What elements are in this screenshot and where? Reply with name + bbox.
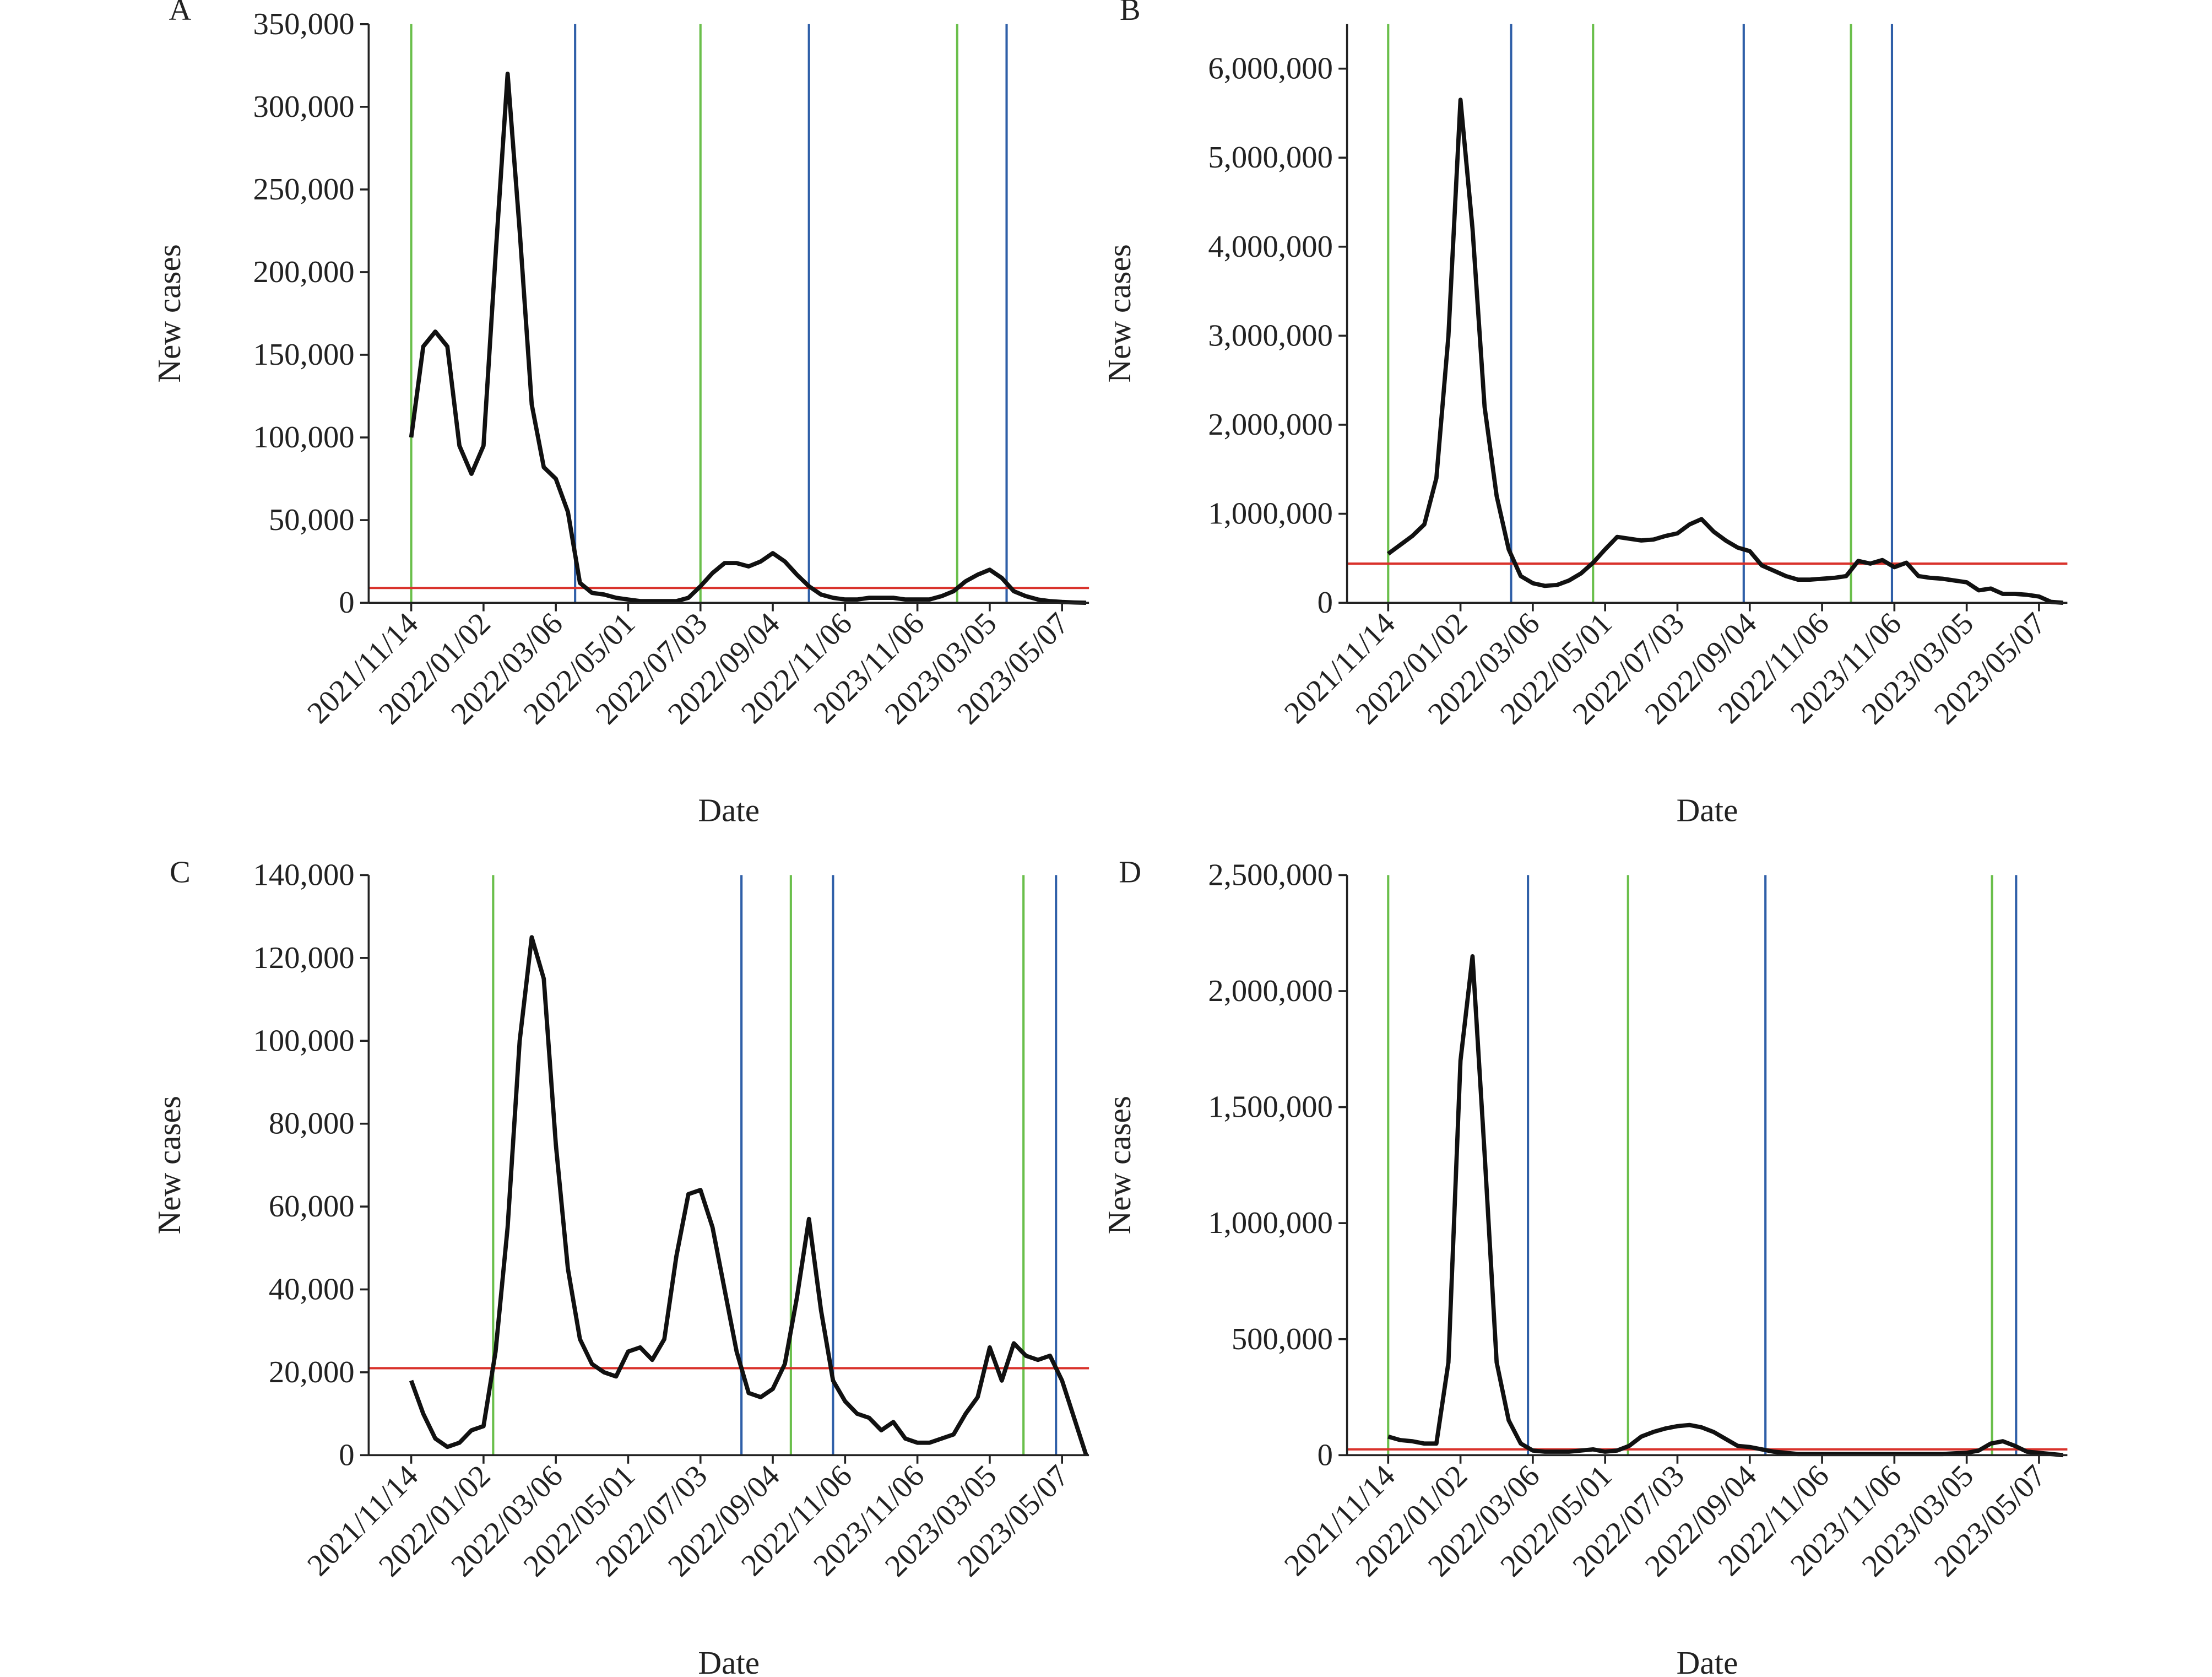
y-tick-label: 1,500,000 — [1208, 1090, 1333, 1124]
x-axis-label: Date — [1677, 792, 1738, 829]
y-tick-label: 1,000,000 — [1208, 1206, 1333, 1240]
x-axis-label: Date — [698, 792, 760, 829]
y-tick-label: 80,000 — [269, 1107, 355, 1141]
y-axis-label: New cases — [151, 1096, 187, 1234]
data-line — [409, 71, 1087, 605]
y-axis-label: New cases — [1101, 244, 1137, 383]
y-tick-label: 0 — [339, 1438, 354, 1472]
x-axis-label: Date — [1677, 1644, 1738, 1677]
y-tick-label: 40,000 — [269, 1273, 355, 1307]
y-tick-label: 2,000,000 — [1208, 408, 1333, 442]
y-tick-label: 5,000,000 — [1208, 140, 1333, 175]
y-tick-label: 150,000 — [253, 338, 355, 372]
y-tick-label: 20,000 — [269, 1355, 355, 1389]
x-axis-label: Date — [698, 1644, 760, 1677]
y-tick-label: 120,000 — [253, 941, 355, 975]
data-line — [1387, 98, 2063, 605]
y-tick-label: 0 — [339, 586, 354, 620]
y-tick-label: 140,000 — [253, 858, 355, 892]
y-tick-label: 3,000,000 — [1208, 318, 1333, 353]
y-tick-label: 2,000,000 — [1208, 974, 1333, 1008]
panel-label: A — [169, 0, 191, 27]
data-line — [1387, 954, 2064, 1458]
y-tick-label: 2,500,000 — [1208, 858, 1333, 892]
y-tick-label: 4,000,000 — [1208, 230, 1333, 264]
y-tick-label: 350,000 — [253, 7, 355, 41]
y-axis-label: New cases — [1101, 1096, 1137, 1234]
y-tick-label: 6,000,000 — [1208, 52, 1333, 86]
y-tick-label: 300,000 — [253, 90, 355, 124]
panel-label: C — [170, 855, 191, 889]
data-line — [409, 935, 1088, 1456]
y-tick-label: 100,000 — [253, 1024, 355, 1058]
y-axis-label: New cases — [151, 244, 187, 383]
y-tick-label: 500,000 — [1232, 1322, 1333, 1356]
y-tick-label: 250,000 — [253, 172, 355, 207]
panel-label: B — [1120, 0, 1141, 27]
y-tick-label: 200,000 — [253, 255, 355, 289]
panel-label: D — [1119, 855, 1141, 889]
y-tick-label: 0 — [1318, 586, 1333, 620]
y-tick-label: 100,000 — [253, 420, 355, 455]
y-tick-label: 60,000 — [269, 1189, 355, 1224]
y-tick-label: 50,000 — [269, 503, 355, 537]
y-tick-label: 0 — [1318, 1438, 1333, 1472]
y-tick-label: 1,000,000 — [1208, 497, 1333, 531]
